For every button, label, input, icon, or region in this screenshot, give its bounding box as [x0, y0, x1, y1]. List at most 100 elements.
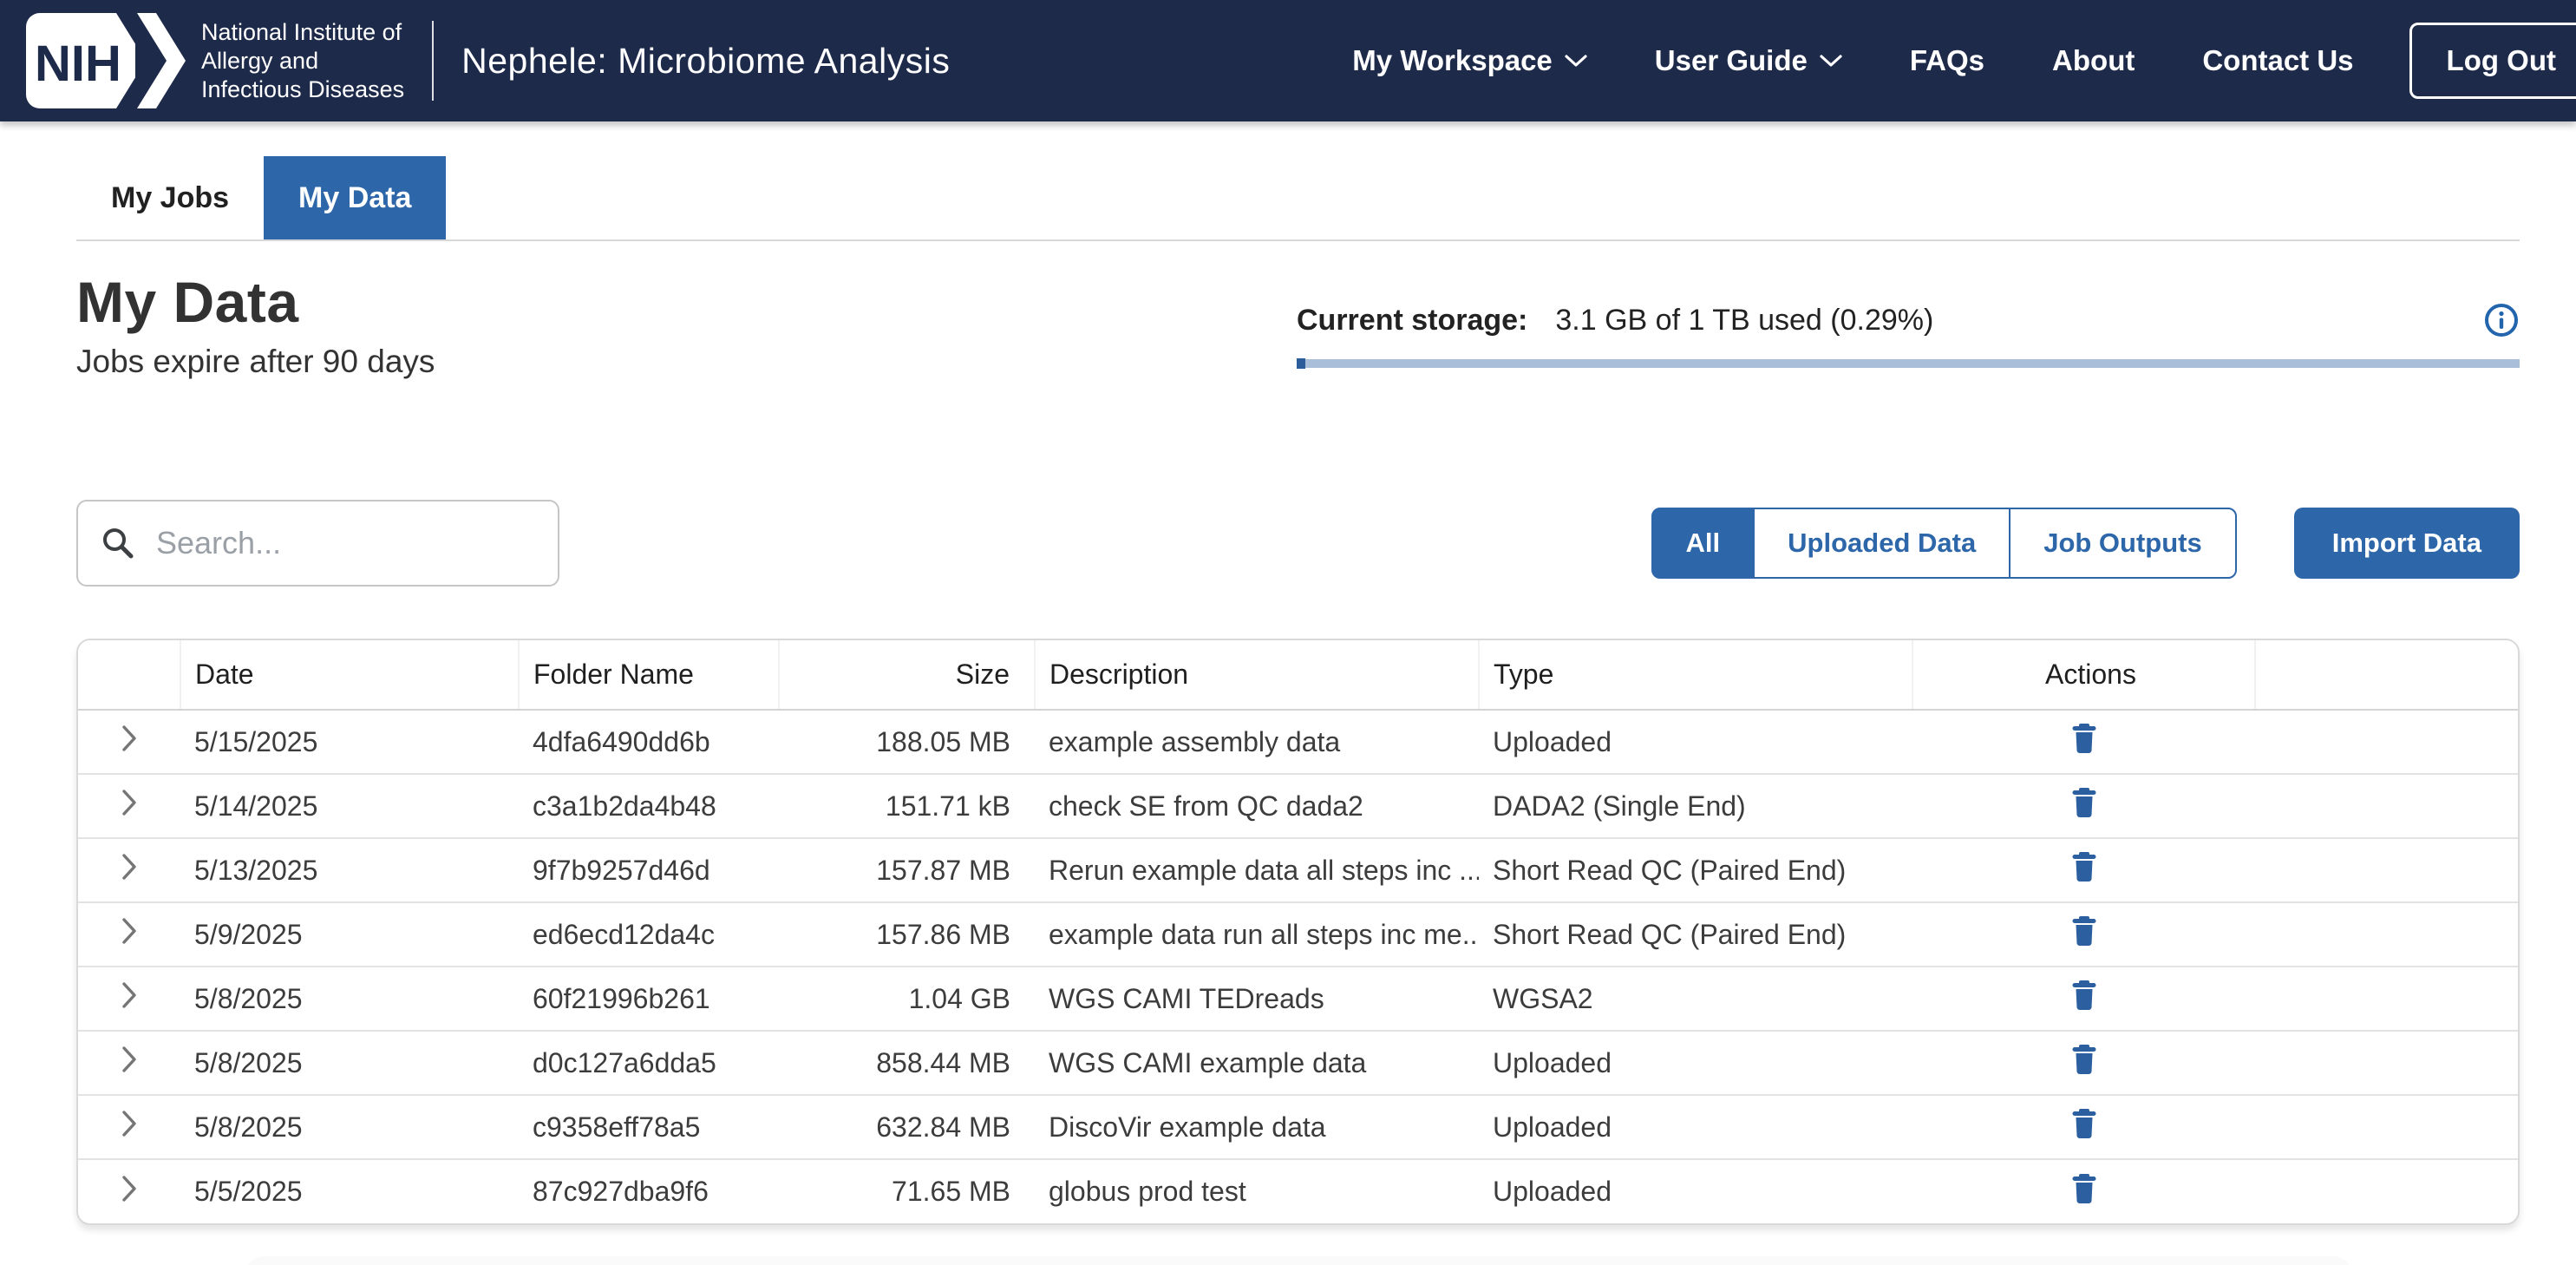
filter-all-button[interactable]: All [1651, 508, 1755, 579]
import-data-button[interactable]: Import Data [2293, 508, 2520, 579]
row-date: 5/15/2025 [194, 725, 318, 757]
chevron-down-icon [1820, 54, 1842, 67]
row-description: WGS CAMI TEDreads [1035, 966, 1479, 1031]
row-type: Uploaded [1479, 1030, 1912, 1095]
col-date: Date [180, 640, 520, 711]
main-content: My Jobs My Data My Data Jobs expire afte… [0, 156, 2576, 1265]
tab-my-data[interactable]: My Data [264, 156, 447, 239]
table-row: 5/13/2025 9f7b9257d46d 157.87 MB Rerun e… [78, 837, 2518, 902]
row-size: 157.87 MB [779, 837, 1035, 902]
delete-icon[interactable] [2071, 1044, 2097, 1075]
app-title: Nephele: Microbiome Analysis [461, 40, 951, 81]
row-description: globus prod test [1035, 1158, 1479, 1223]
row-folder-name: 9f7b9257d46d [519, 837, 779, 902]
row-type: Uploaded [1479, 1158, 1912, 1223]
row-size: 71.65 MB [779, 1158, 1035, 1223]
toolbar: All Uploaded Data Job Outputs Import Dat… [76, 500, 2520, 587]
brand: NIH National Institute of Allergy and In… [26, 12, 950, 109]
row-description: check SE from QC dada2 [1035, 773, 1479, 838]
row-type: WGSA2 [1479, 966, 1912, 1031]
app-header: NIH National Institute of Allergy and In… [0, 0, 2576, 121]
search-box[interactable] [76, 500, 559, 587]
row-type: Uploaded [1479, 1094, 1912, 1159]
col-description: Description [1035, 640, 1480, 711]
row-date: 5/8/2025 [180, 966, 519, 1031]
row-description: WGS CAMI example data [1035, 1030, 1479, 1095]
nav-my-workspace[interactable]: My Workspace [1352, 44, 1587, 77]
row-description: example assembly data [1049, 725, 1341, 757]
data-table-card: Date Folder Name Size Description Type A… [76, 639, 2520, 1225]
row-date: 5/5/2025 [180, 1158, 519, 1223]
nav-about[interactable]: About [2052, 44, 2135, 76]
nih-logo-icon: NIH [26, 13, 186, 108]
delete-icon[interactable] [2071, 723, 2097, 754]
expand-row-icon[interactable] [120, 980, 139, 1010]
page-title-block: My Data Jobs expire after 90 days [76, 269, 435, 380]
tab-bar: My Jobs My Data [76, 156, 2520, 241]
table-body: 5/15/2025 4dfa6490dd6b 188.05 MB example… [78, 710, 2518, 1223]
svg-text:NIH: NIH [35, 36, 121, 92]
delete-icon[interactable] [2071, 980, 2097, 1011]
row-date: 5/8/2025 [180, 1030, 519, 1095]
row-size: 1.04 GB [779, 966, 1035, 1031]
storage-label: Current storage: [1297, 303, 1528, 337]
row-type: Uploaded [1493, 725, 1612, 757]
row-folder-name: 87c927dba9f6 [519, 1158, 779, 1223]
row-size: 632.84 MB [779, 1094, 1035, 1159]
row-type: Short Read QC (Paired End) [1479, 837, 1912, 902]
row-date: 5/8/2025 [180, 1094, 519, 1159]
row-description: DiscoVir example data [1035, 1094, 1479, 1159]
delete-icon[interactable] [2071, 1108, 2097, 1139]
filter-uploaded-data-button[interactable]: Uploaded Data [1753, 508, 2011, 579]
expand-row-icon[interactable] [120, 916, 139, 946]
delete-icon[interactable] [2071, 787, 2097, 818]
row-date: 5/9/2025 [180, 901, 519, 967]
table-row: 5/8/2025 c9358eff78a5 632.84 MB DiscoVir… [78, 1094, 2518, 1159]
table-row: 5/9/2025 ed6ecd12da4c 157.86 MB example … [78, 901, 2518, 967]
expand-row-icon[interactable] [120, 1045, 139, 1074]
delete-icon[interactable] [2071, 851, 2097, 882]
footer-hint [244, 1256, 2352, 1265]
logout-button[interactable]: Log Out [2409, 23, 2576, 99]
row-size: 151.71 kB [779, 773, 1035, 838]
storage-progress-bar [1297, 358, 2520, 369]
expand-row-icon[interactable] [120, 1174, 139, 1203]
page-title: My Data [76, 270, 299, 334]
search-icon [103, 528, 134, 559]
expand-row-icon[interactable] [120, 852, 139, 882]
expand-row-icon[interactable] [120, 724, 139, 753]
table-row: 5/5/2025 87c927dba9f6 71.65 MB globus pr… [78, 1158, 2518, 1223]
title-row: My Data Jobs expire after 90 days Curren… [76, 269, 2520, 380]
nav-faqs[interactable]: FAQs [1909, 44, 1985, 76]
search-input[interactable] [156, 525, 537, 561]
row-description: example data run all steps inc me... [1035, 901, 1479, 967]
row-size: 858.44 MB [779, 1030, 1035, 1095]
col-expand [78, 640, 181, 711]
table-row: 5/8/2025 d0c127a6dda5 858.44 MB WGS CAMI… [78, 1030, 2518, 1095]
delete-icon[interactable] [2071, 915, 2097, 947]
info-icon[interactable] [2483, 302, 2520, 338]
col-folder-name: Folder Name [519, 640, 780, 711]
storage-progress-fill [1297, 358, 1305, 369]
filter-job-outputs-button[interactable]: Job Outputs [2009, 508, 2237, 579]
row-size: 157.86 MB [779, 901, 1035, 967]
delete-icon[interactable] [2071, 1173, 2097, 1204]
chevron-down-icon [1565, 54, 1587, 67]
col-size: Size [779, 640, 1036, 711]
tab-my-jobs[interactable]: My Jobs [111, 180, 230, 214]
table-row: 5/8/2025 60f21996b261 1.04 GB WGS CAMI T… [78, 966, 2518, 1031]
col-type: Type [1479, 640, 1913, 711]
row-folder-name: c9358eff78a5 [519, 1094, 779, 1159]
row-date: 5/14/2025 [180, 773, 519, 838]
row-folder-name: d0c127a6dda5 [519, 1030, 779, 1095]
expand-row-icon[interactable] [120, 788, 139, 817]
row-size: 188.05 MB [876, 725, 1010, 757]
nav-contact-us[interactable]: Contact Us [2202, 44, 2354, 76]
row-folder-name: ed6ecd12da4c [519, 901, 779, 967]
row-folder-name: 60f21996b261 [519, 966, 779, 1031]
nav-user-guide[interactable]: User Guide [1655, 44, 1842, 77]
col-spare [2255, 640, 2518, 711]
expand-row-icon[interactable] [120, 1109, 139, 1138]
main-nav: My Workspace User Guide FAQs About Conta… [1285, 23, 2576, 99]
brand-divider [432, 21, 435, 101]
